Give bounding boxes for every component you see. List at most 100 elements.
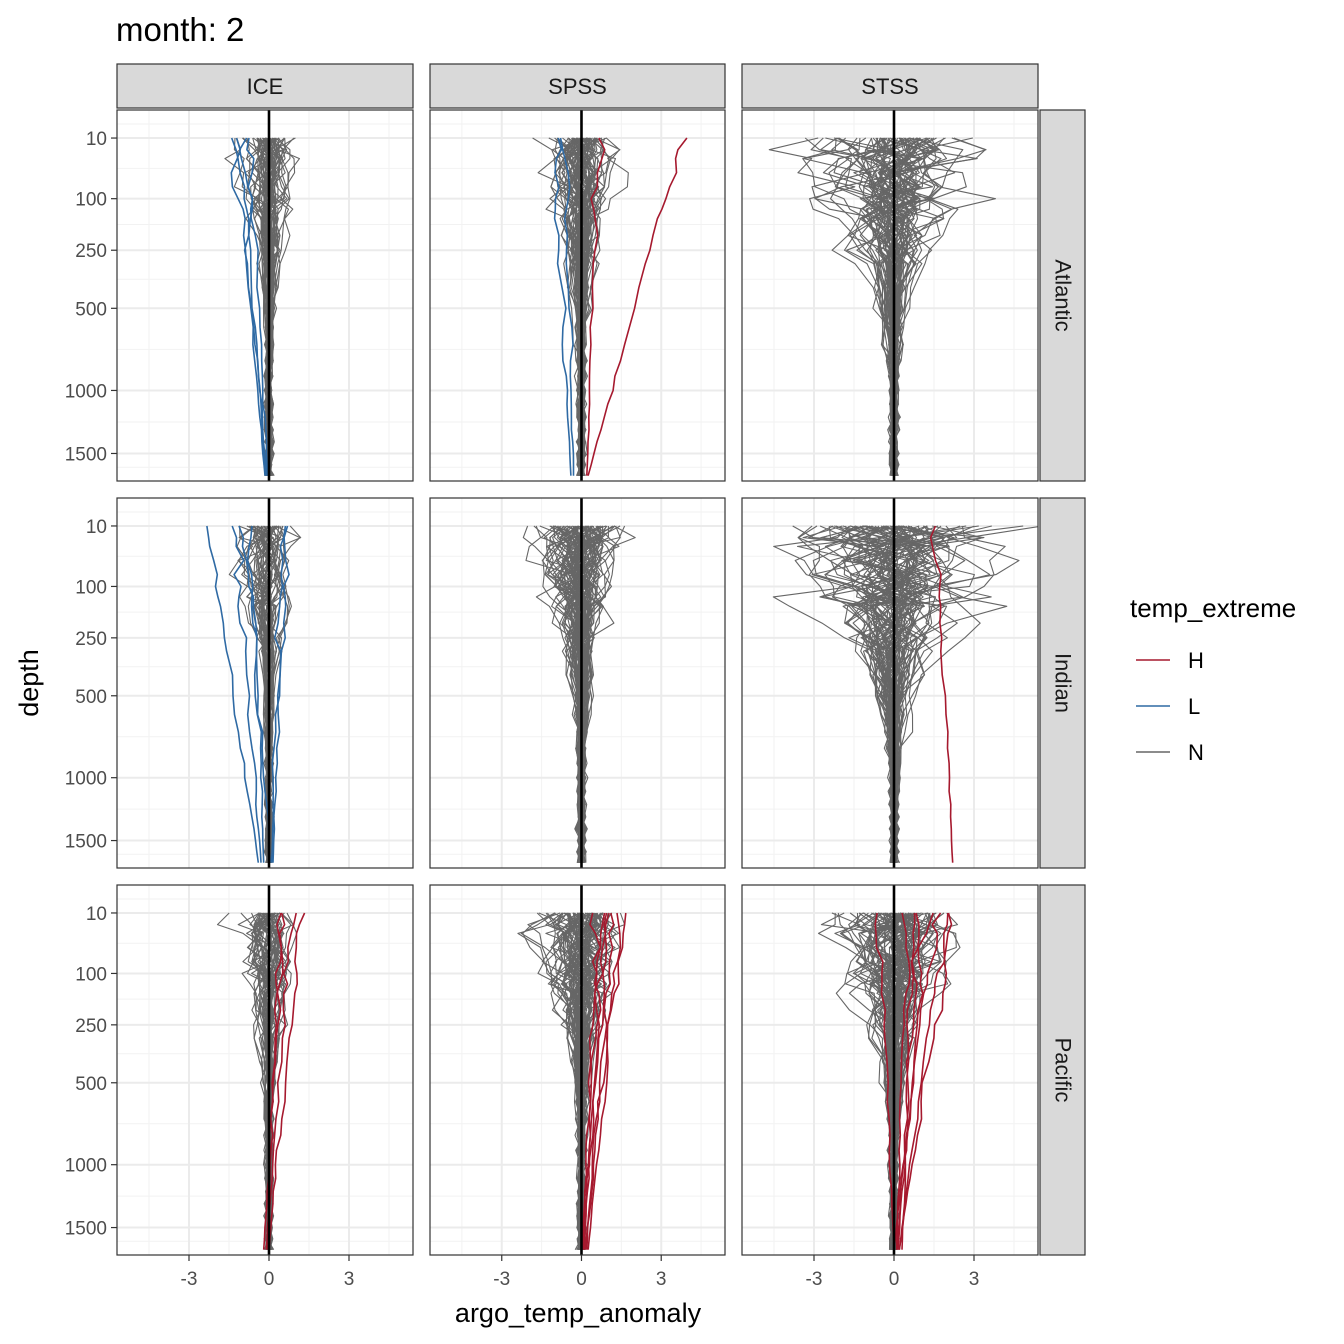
axes: 1010025050010001500101002505001000150010… xyxy=(65,129,980,1290)
profile-h xyxy=(586,137,606,476)
y-tick-label: 100 xyxy=(75,964,107,985)
profile-h xyxy=(583,912,610,1250)
panel-border xyxy=(741,497,1039,869)
strip-label: Indian xyxy=(1051,653,1076,713)
x-tick-label: 0 xyxy=(576,1269,587,1290)
profile-h xyxy=(929,525,954,863)
profile-n xyxy=(550,912,602,1250)
legend-item-h: H xyxy=(1136,648,1204,673)
x-tick-label: 3 xyxy=(969,1269,980,1290)
y-tick-label: 100 xyxy=(75,190,107,211)
profile-h xyxy=(580,912,608,1250)
panel-border xyxy=(116,109,414,482)
x-axis-title: argo_temp_anomaly xyxy=(455,1298,702,1328)
strip-column-spss: SPSS xyxy=(429,63,726,109)
profile-l xyxy=(230,137,267,476)
panel-ice-indian xyxy=(116,497,414,869)
profile-h xyxy=(262,912,286,1250)
y-tick-label: 1000 xyxy=(65,381,107,402)
legend-label: N xyxy=(1188,740,1204,765)
panels-layer xyxy=(116,109,1039,1256)
profile-n xyxy=(878,137,931,476)
profile-h xyxy=(898,912,953,1250)
legend-item-n: N xyxy=(1136,740,1204,765)
profile-h xyxy=(893,912,942,1250)
y-tick-label: 1500 xyxy=(65,1219,107,1240)
legend-label: H xyxy=(1188,648,1204,673)
profile-n xyxy=(834,137,900,476)
y-tick-label: 1500 xyxy=(65,444,107,465)
panel-stss-atlantic xyxy=(741,109,1039,482)
strip-label: Pacific xyxy=(1051,1038,1076,1103)
strip-row-pacific: Pacific xyxy=(1039,884,1086,1256)
profile-h xyxy=(895,912,911,1250)
profile-n xyxy=(847,137,948,476)
profile-n xyxy=(216,912,272,1250)
profile-n xyxy=(859,525,898,863)
profile-h xyxy=(586,912,615,1250)
x-tick-label: 0 xyxy=(264,1269,275,1290)
panel-border xyxy=(741,109,1039,482)
y-tick-label: 10 xyxy=(86,904,107,925)
profile-lines xyxy=(772,525,1038,864)
strip-background xyxy=(116,63,414,109)
profile-n xyxy=(890,912,910,1250)
x-tick-label: -3 xyxy=(806,1269,823,1290)
strip-row-indian: Indian xyxy=(1039,497,1086,869)
strip-row-atlantic: Atlantic xyxy=(1039,109,1086,482)
profile-n xyxy=(892,525,937,863)
legend-title: temp_extreme xyxy=(1130,593,1296,623)
profile-l xyxy=(559,137,575,476)
x-tick-label: -3 xyxy=(493,1269,510,1290)
legend: temp_extreme HLN xyxy=(1130,593,1296,765)
panel-stss-indian xyxy=(741,497,1039,869)
strip-background xyxy=(1039,497,1086,869)
profile-n xyxy=(567,137,603,476)
panel-border xyxy=(429,109,726,482)
strip-label: SPSS xyxy=(548,74,607,99)
strip-label: ICE xyxy=(247,74,284,99)
panel-spss-atlantic xyxy=(429,109,726,482)
profile-l xyxy=(246,137,269,476)
profile-h xyxy=(268,912,306,1250)
profile-h xyxy=(897,912,920,1250)
panel-stss-pacific xyxy=(741,884,1039,1256)
strip-label: Atlantic xyxy=(1051,259,1076,331)
profile-n xyxy=(863,137,967,476)
x-tick-label: -3 xyxy=(181,1269,198,1290)
panel-border xyxy=(116,884,414,1256)
y-tick-label: 100 xyxy=(75,577,107,598)
x-tick-label: 3 xyxy=(656,1269,667,1290)
y-tick-label: 250 xyxy=(75,1016,107,1037)
strip-column-stss: STSS xyxy=(741,63,1039,109)
strip-background xyxy=(741,63,1039,109)
profile-n xyxy=(888,912,910,1250)
panel-border xyxy=(116,497,414,869)
strip-background xyxy=(429,63,726,109)
y-tick-label: 500 xyxy=(75,687,107,708)
y-tick-label: 10 xyxy=(86,129,107,150)
profile-h xyxy=(587,137,688,476)
y-tick-label: 1000 xyxy=(65,769,107,790)
panel-ice-atlantic xyxy=(116,109,414,482)
profile-lines xyxy=(768,137,996,477)
profile-l xyxy=(206,525,260,863)
profile-l xyxy=(246,525,265,863)
profile-n xyxy=(576,912,609,1250)
profile-n xyxy=(848,525,912,863)
y-tick-label: 250 xyxy=(75,241,107,262)
y-tick-label: 1000 xyxy=(65,1156,107,1177)
panel-spss-pacific xyxy=(429,884,726,1256)
profile-n xyxy=(893,525,992,863)
panel-spss-indian xyxy=(429,497,726,869)
profile-l xyxy=(231,525,262,863)
profile-l xyxy=(553,137,572,476)
y-tick-label: 250 xyxy=(75,629,107,650)
profile-h xyxy=(874,912,895,1250)
profile-n xyxy=(265,912,281,1250)
y-tick-label: 1500 xyxy=(65,832,107,853)
chart-title: month: 2 xyxy=(116,11,244,48)
y-tick-label: 500 xyxy=(75,1074,107,1095)
panel-border xyxy=(741,884,1039,1256)
